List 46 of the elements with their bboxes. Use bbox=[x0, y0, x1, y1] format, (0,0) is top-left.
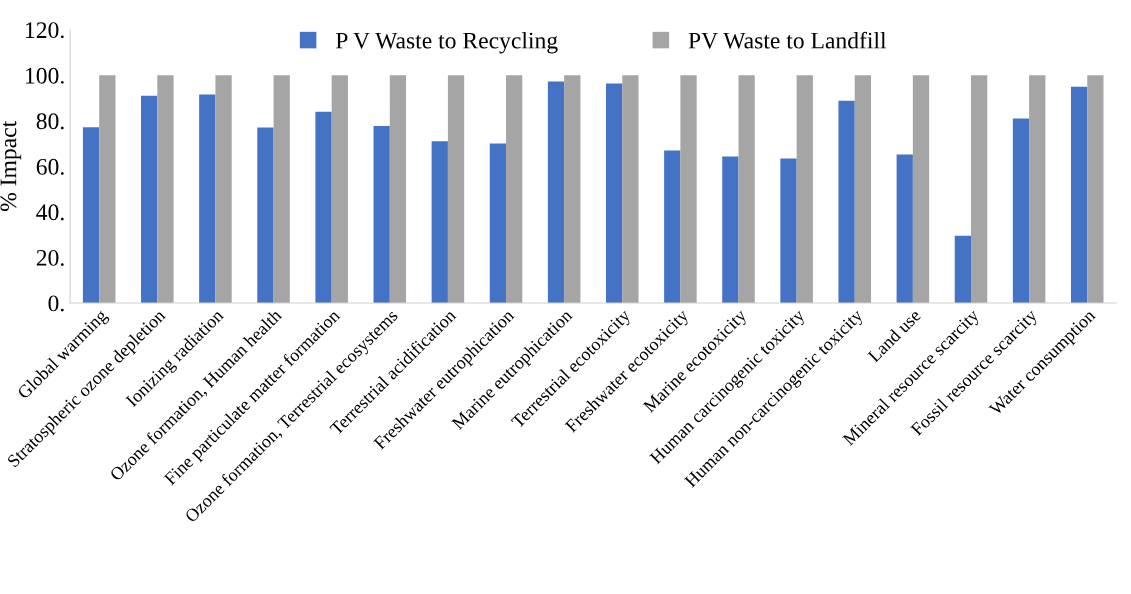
y-tick-label: 40. bbox=[36, 204, 64, 221]
legend-label: P V Waste to Recycling bbox=[335, 31, 558, 54]
bar bbox=[780, 158, 797, 303]
y-tick-label: 80. bbox=[36, 113, 64, 130]
y-tick-label: 20. bbox=[36, 249, 64, 266]
bar bbox=[1029, 75, 1046, 303]
bar bbox=[315, 111, 332, 303]
bar bbox=[389, 75, 407, 303]
bar bbox=[606, 83, 623, 303]
bar bbox=[896, 154, 913, 303]
bar bbox=[489, 143, 507, 303]
bar bbox=[82, 127, 100, 303]
bar bbox=[447, 75, 465, 303]
bar bbox=[431, 141, 448, 303]
y-axis-title: % Impact bbox=[0, 120, 22, 212]
legend-label: PV Waste to Landfill bbox=[688, 31, 887, 49]
bar bbox=[1012, 118, 1030, 303]
y-tick-label: 0. bbox=[48, 295, 64, 312]
bar bbox=[331, 75, 348, 303]
bar bbox=[1087, 75, 1104, 303]
y-tick-label: 100. bbox=[26, 67, 64, 84]
bar bbox=[547, 81, 565, 303]
bar bbox=[99, 75, 116, 303]
bar bbox=[838, 100, 855, 303]
bar bbox=[912, 75, 930, 303]
bar bbox=[564, 75, 581, 303]
bar bbox=[506, 75, 523, 303]
bar bbox=[738, 75, 755, 303]
bar bbox=[796, 75, 813, 303]
y-tick-label: 120. bbox=[26, 22, 64, 39]
bar bbox=[257, 127, 274, 303]
bar bbox=[273, 75, 290, 303]
bar bbox=[954, 235, 971, 303]
bar bbox=[970, 75, 988, 303]
y-tick-label: 60. bbox=[36, 158, 64, 175]
bar bbox=[854, 75, 872, 303]
bar bbox=[215, 75, 232, 303]
bar bbox=[141, 95, 158, 303]
bar bbox=[622, 75, 639, 303]
bar bbox=[722, 156, 739, 303]
bar bbox=[1070, 86, 1088, 303]
bar bbox=[664, 150, 681, 303]
bar bbox=[199, 94, 216, 303]
bar bbox=[680, 75, 697, 303]
bar bbox=[373, 126, 390, 303]
bar bbox=[157, 75, 174, 303]
